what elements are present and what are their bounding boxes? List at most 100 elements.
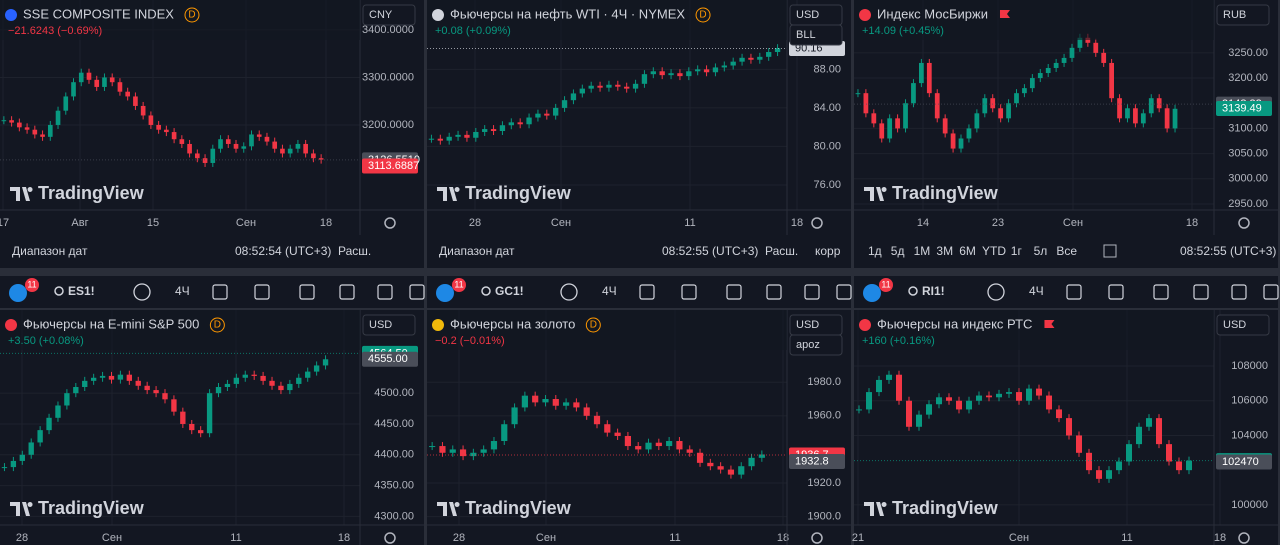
toolbar-icon[interactable] — [339, 284, 355, 300]
interval[interactable]: 4Ч — [175, 284, 190, 298]
toolbar: 11 GC1! 4Ч — [427, 276, 852, 308]
settings-icon[interactable] — [1238, 217, 1250, 229]
toolbar-icon[interactable] — [766, 284, 782, 300]
symbol-title[interactable]: Индекс МосБиржи — [877, 6, 988, 21]
period-button[interactable]: 3М — [936, 244, 953, 258]
watermark-text: TradingView — [892, 498, 999, 518]
candle-body — [552, 399, 559, 406]
chart-panel: 4300.00 4350.00 4400.00 4450.00 4500.00 28 Сен… — [0, 310, 424, 545]
period-button[interactable]: 5л — [1034, 244, 1048, 258]
candle-body — [526, 117, 532, 125]
toolbar-icon[interactable] — [681, 284, 697, 300]
settings-icon[interactable] — [384, 532, 396, 544]
toolbar-icon[interactable] — [409, 284, 425, 300]
currency-box[interactable] — [362, 314, 416, 336]
y-tick-label: 3400.0000 — [362, 24, 414, 36]
toolbar-icon[interactable] — [1193, 284, 1209, 300]
period-button[interactable]: YTD — [982, 244, 1006, 258]
settings-icon[interactable] — [1238, 532, 1250, 544]
badge-circle — [695, 7, 711, 23]
avatar[interactable] — [863, 284, 881, 302]
toolbar-icon[interactable] — [639, 284, 655, 300]
candle-body — [501, 424, 508, 442]
candle-body — [249, 134, 254, 147]
calendar-icon[interactable] — [1103, 244, 1117, 258]
toolbar-icon[interactable] — [212, 284, 228, 300]
candle-body — [990, 98, 996, 109]
candle-body — [624, 86, 630, 89]
panel-background — [427, 0, 851, 268]
symbol-title[interactable]: SSE COMPOSITE INDEX — [23, 6, 174, 21]
x-tick-label: Сен — [1009, 532, 1029, 544]
candle-body — [774, 48, 781, 53]
extended-hours[interactable]: Расш. — [338, 244, 371, 258]
candle-body — [1109, 62, 1114, 99]
symbol-search[interactable]: ES1! — [68, 284, 95, 298]
header-bg — [427, 310, 787, 350]
extended-hours[interactable]: Расш. — [765, 244, 798, 258]
period-button[interactable]: 1М — [914, 244, 931, 258]
toolbar-icon[interactable] — [377, 284, 393, 300]
date-range[interactable]: Диапазон дат — [12, 244, 88, 258]
candle-body — [140, 105, 146, 116]
interval[interactable]: 4Ч — [1029, 284, 1044, 298]
unit-box[interactable] — [789, 24, 843, 46]
unit-box[interactable] — [789, 334, 843, 356]
flag-icon — [1044, 320, 1055, 328]
settings-icon[interactable] — [811, 532, 823, 544]
add-symbol[interactable] — [133, 283, 151, 301]
candle-body — [1156, 418, 1162, 445]
toolbar-icon[interactable] — [804, 284, 820, 300]
bottom-bar: 1д 5д 1М 3М 6М YTD 1г 5л Все 08:52:55 (UTC+3) — [854, 237, 1278, 268]
avatar[interactable] — [436, 284, 454, 302]
symbol-title[interactable]: Фьючерсы на золото — [450, 316, 575, 331]
candle-body — [47, 124, 53, 137]
avatar[interactable] — [9, 284, 27, 302]
toolbar-icon[interactable] — [1108, 284, 1124, 300]
settings-icon[interactable] — [384, 217, 396, 229]
badge: D — [214, 320, 221, 331]
toolbar-icon[interactable] — [1263, 284, 1279, 300]
interval[interactable]: 4Ч — [602, 284, 617, 298]
candle-body — [1101, 52, 1107, 63]
watermark: TradingView — [437, 183, 572, 203]
candle-body — [1014, 93, 1019, 104]
symbol-title[interactable]: Фьючерсы на нефть WTI · 4Ч · NYMEX — [450, 6, 685, 21]
period-button[interactable]: 5д — [891, 244, 905, 258]
symbol-title[interactable]: Фьючерсы на индекс РТС — [877, 316, 1032, 331]
currency-box[interactable] — [1216, 314, 1270, 336]
candle-body — [1036, 388, 1042, 396]
candle-body — [866, 392, 872, 410]
adjustment[interactable]: корр — [815, 244, 841, 258]
symbol-title[interactable]: Фьючерсы на E-mini S&P 500 — [23, 316, 199, 331]
toolbar-icon[interactable] — [299, 284, 315, 300]
toolbar-icon[interactable] — [1153, 284, 1169, 300]
date-range[interactable]: Диапазон дат — [439, 244, 515, 258]
add-symbol[interactable] — [987, 283, 1005, 301]
symbol-search[interactable]: GC1! — [495, 284, 524, 298]
candle-body — [251, 374, 257, 376]
candle-body — [256, 134, 262, 137]
toolbar-icon[interactable] — [1231, 284, 1247, 300]
price-label-box — [362, 351, 418, 367]
period-button[interactable]: Все — [1056, 244, 1077, 258]
price-label-box — [362, 158, 418, 174]
add-symbol[interactable] — [560, 283, 578, 301]
currency-box[interactable] — [362, 4, 416, 26]
period-button[interactable]: 1г — [1011, 244, 1023, 258]
symbol-search[interactable]: RI1! — [922, 284, 945, 298]
settings-icon[interactable] — [811, 217, 823, 229]
toolbar-icon[interactable] — [1066, 284, 1082, 300]
candle-body — [1045, 67, 1051, 74]
currency-box[interactable] — [1216, 4, 1270, 26]
y-tick-label: 106000 — [1231, 395, 1268, 407]
candle-body — [241, 146, 247, 149]
candle-body — [919, 62, 924, 84]
toolbar-icon[interactable] — [254, 284, 270, 300]
candle-body — [1069, 47, 1075, 58]
toolbar-icon[interactable] — [726, 284, 742, 300]
period-button[interactable]: 1д — [868, 244, 882, 258]
period-button[interactable]: 6М — [959, 244, 976, 258]
toolbar-icon[interactable] — [836, 284, 852, 300]
candle-body — [758, 454, 765, 458]
